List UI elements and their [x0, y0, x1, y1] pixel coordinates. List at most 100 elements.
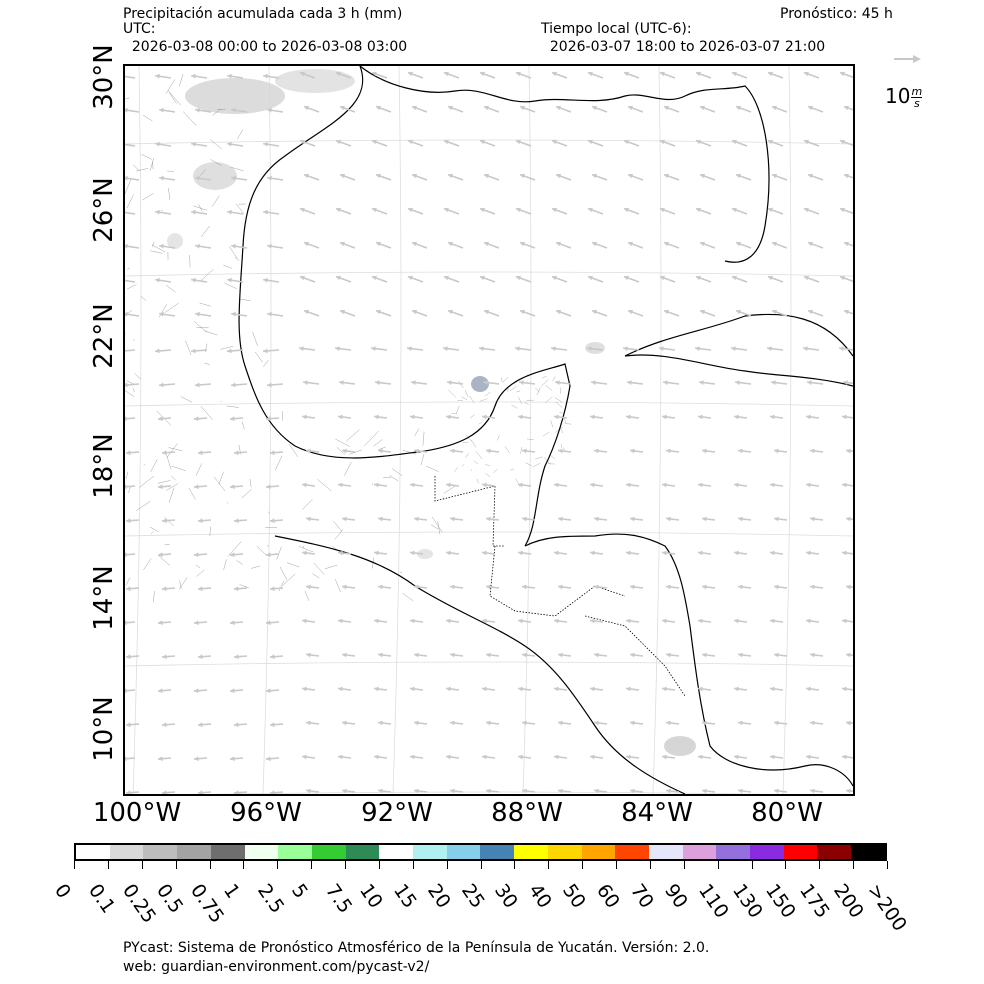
wind-arrow: [519, 380, 536, 385]
colorbar-swatch: [143, 845, 178, 859]
colorbar-swatch: [547, 845, 582, 859]
wind-arrow: [263, 277, 280, 283]
wind-arrow: [411, 309, 428, 317]
colorbar-tick-label: 200: [829, 880, 868, 923]
wind-arrow: [335, 275, 352, 283]
wind-arrow: [625, 482, 640, 488]
wind-arrow: [125, 518, 140, 524]
wind-arrow: [341, 652, 356, 658]
wind-arrow: [485, 652, 500, 658]
wind-arrow: [479, 207, 496, 215]
wind-arrow: [335, 207, 352, 215]
wind-arrow: [627, 309, 644, 317]
footer-website[interactable]: web: guardian-environment.com/pycast-v2/: [123, 959, 430, 975]
municipal-border: [500, 377, 503, 383]
meridian-line: [782, 66, 792, 794]
wind-arrow: [161, 586, 176, 592]
rain-patch: [193, 162, 237, 190]
wind-arrow: [335, 71, 352, 79]
municipal-border: [461, 464, 465, 467]
municipal-border: [166, 443, 178, 458]
wind-arrow: [413, 584, 428, 590]
wind-arrow: [589, 686, 604, 692]
colorbar-swatch: [648, 845, 683, 859]
municipal-border: [126, 471, 128, 479]
wind-arrow: [659, 275, 676, 283]
municipal-border: [150, 531, 154, 535]
meridian-line: [652, 66, 662, 794]
parallel-line: [125, 139, 853, 145]
municipal-border: [241, 421, 245, 430]
municipal-border: [461, 396, 468, 401]
colorbar-swatch: [615, 845, 649, 859]
wind-arrow: [697, 686, 712, 692]
map-panel[interactable]: [123, 64, 855, 796]
wind-arrow: [625, 686, 640, 692]
precipitation-colorbar: [74, 843, 887, 861]
wind-arrow: [125, 620, 136, 626]
municipal-border: [485, 473, 491, 477]
wind-arrow: [665, 448, 680, 454]
wind-arrow: [551, 139, 568, 147]
municipal-border: [437, 521, 441, 535]
colorbar-tick-label: 40: [524, 880, 557, 913]
wind-arrow: [735, 105, 752, 113]
municipal-border: [475, 451, 483, 460]
wind-arrow: [515, 275, 532, 283]
municipal-border: [462, 441, 469, 444]
wind-arrow: [265, 416, 280, 422]
wind-arrow: [767, 346, 784, 351]
wind-arrow: [373, 686, 388, 692]
municipal-border: [497, 435, 500, 441]
municipal-border: [251, 565, 261, 569]
wind-arrow: [483, 105, 500, 113]
wind-arrow: [845, 720, 853, 726]
wind-arrow: [305, 652, 320, 658]
colorbar-tick-mark: [107, 861, 109, 869]
wind-arrow: [553, 482, 568, 488]
wind-arrow: [479, 71, 496, 79]
municipal-border: [414, 428, 420, 437]
lat-label-10n: 10°N: [89, 696, 119, 762]
wind-arrow: [803, 275, 820, 283]
wind-arrow: [161, 654, 176, 660]
wind-arrow: [695, 275, 712, 283]
municipal-border: [278, 580, 285, 592]
wind-arrow: [269, 722, 284, 728]
municipal-border: [464, 453, 470, 458]
wind-arrow: [341, 448, 356, 454]
wind-arrow: [447, 380, 464, 385]
wind-arrow: [233, 518, 248, 524]
parallel-line: [125, 401, 853, 407]
wind-arrow: [267, 311, 284, 317]
wind-arrow: [231, 175, 248, 181]
municipal-border: [402, 450, 417, 455]
wind-arrow: [125, 450, 140, 456]
map-title: Precipitación acumulada cada 3 h (mm): [123, 6, 403, 22]
wind-arrow: [769, 482, 784, 488]
wind-arrow: [125, 107, 140, 113]
wind-arrow: [161, 450, 176, 456]
wind-arrow: [593, 720, 608, 726]
municipal-border: [479, 398, 488, 402]
wind-arrow: [125, 552, 136, 558]
wind-arrow: [737, 652, 752, 658]
wind-arrow: [551, 346, 568, 351]
municipal-border: [431, 516, 443, 533]
municipal-border: [476, 479, 479, 484]
wind-arrow: [265, 756, 280, 762]
wind-arrow: [197, 722, 212, 728]
wind-arrow: [407, 346, 424, 351]
wind-arrow: [661, 754, 676, 760]
wind-arrow: [587, 346, 604, 351]
wind-arrow: [371, 275, 388, 283]
wind-arrow: [125, 654, 140, 660]
wind-arrow: [839, 139, 853, 147]
wind-arrow: [515, 139, 532, 147]
colorbar-swatch: [817, 845, 852, 859]
municipal-border: [185, 340, 192, 356]
wind-arrow: [377, 788, 392, 794]
pacific-coastline: [274, 535, 686, 794]
wind-arrow: [845, 788, 853, 794]
colorbar-tick-mark: [683, 861, 685, 869]
